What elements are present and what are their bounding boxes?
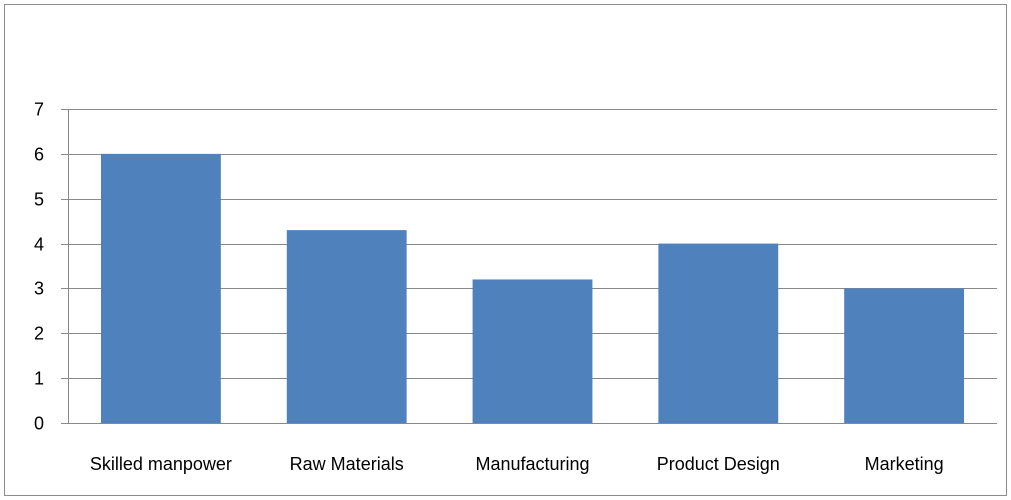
bar-skilled-manpower	[100, 153, 221, 423]
x-tick-label: Skilled manpower	[90, 454, 232, 474]
bar-marketing	[844, 288, 965, 423]
bar-raw-materials	[286, 230, 407, 423]
x-axis-tick-labels: Skilled manpower Raw Materials Manufacturi…	[90, 454, 944, 474]
y-tick-label: 1	[34, 369, 44, 389]
bars	[100, 153, 965, 423]
x-tick-label: Product Design	[657, 454, 780, 474]
y-axis-tick-labels: 0 1 2 3 4 5 6 7	[34, 100, 44, 434]
y-tick-label: 5	[34, 190, 44, 210]
y-tick-label: 2	[34, 324, 44, 344]
x-tick-label: Manufacturing	[475, 454, 589, 474]
bar-product-design	[658, 243, 779, 423]
y-tick-label: 3	[34, 279, 44, 299]
y-tick-label: 0	[34, 414, 44, 434]
y-tick-label: 6	[34, 145, 44, 165]
x-tick-label: Marketing	[865, 454, 944, 474]
x-tick-label: Raw Materials	[290, 454, 404, 474]
bar-manufacturing	[472, 279, 593, 423]
y-tick-label: 4	[34, 235, 44, 255]
y-tick-label: 7	[34, 100, 44, 120]
